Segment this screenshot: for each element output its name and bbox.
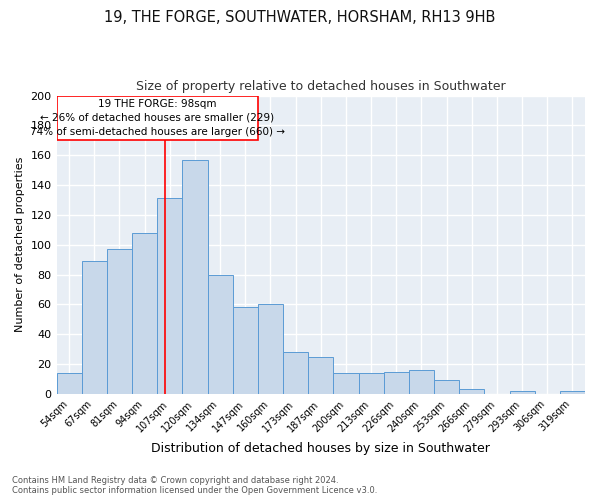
- Title: Size of property relative to detached houses in Southwater: Size of property relative to detached ho…: [136, 80, 506, 93]
- Text: 19 THE FORGE: 98sqm
← 26% of detached houses are smaller (229)
74% of semi-detac: 19 THE FORGE: 98sqm ← 26% of detached ho…: [30, 99, 285, 137]
- Bar: [82, 261, 107, 394]
- Bar: [208, 274, 233, 394]
- Bar: [157, 198, 182, 394]
- Bar: [283, 352, 308, 394]
- Bar: [359, 373, 383, 394]
- FancyBboxPatch shape: [56, 96, 258, 140]
- Text: Contains HM Land Registry data © Crown copyright and database right 2024.
Contai: Contains HM Land Registry data © Crown c…: [12, 476, 377, 495]
- Bar: [509, 391, 535, 394]
- X-axis label: Distribution of detached houses by size in Southwater: Distribution of detached houses by size …: [151, 442, 490, 455]
- Text: 19, THE FORGE, SOUTHWATER, HORSHAM, RH13 9HB: 19, THE FORGE, SOUTHWATER, HORSHAM, RH13…: [104, 10, 496, 25]
- Bar: [182, 160, 208, 394]
- Bar: [132, 233, 157, 394]
- Bar: [107, 249, 132, 394]
- Bar: [409, 370, 434, 394]
- Bar: [383, 372, 409, 394]
- Bar: [233, 308, 258, 394]
- Bar: [56, 373, 82, 394]
- Bar: [258, 304, 283, 394]
- Bar: [459, 390, 484, 394]
- Bar: [434, 380, 459, 394]
- Bar: [334, 373, 359, 394]
- Bar: [308, 356, 334, 394]
- Y-axis label: Number of detached properties: Number of detached properties: [15, 157, 25, 332]
- Bar: [560, 391, 585, 394]
